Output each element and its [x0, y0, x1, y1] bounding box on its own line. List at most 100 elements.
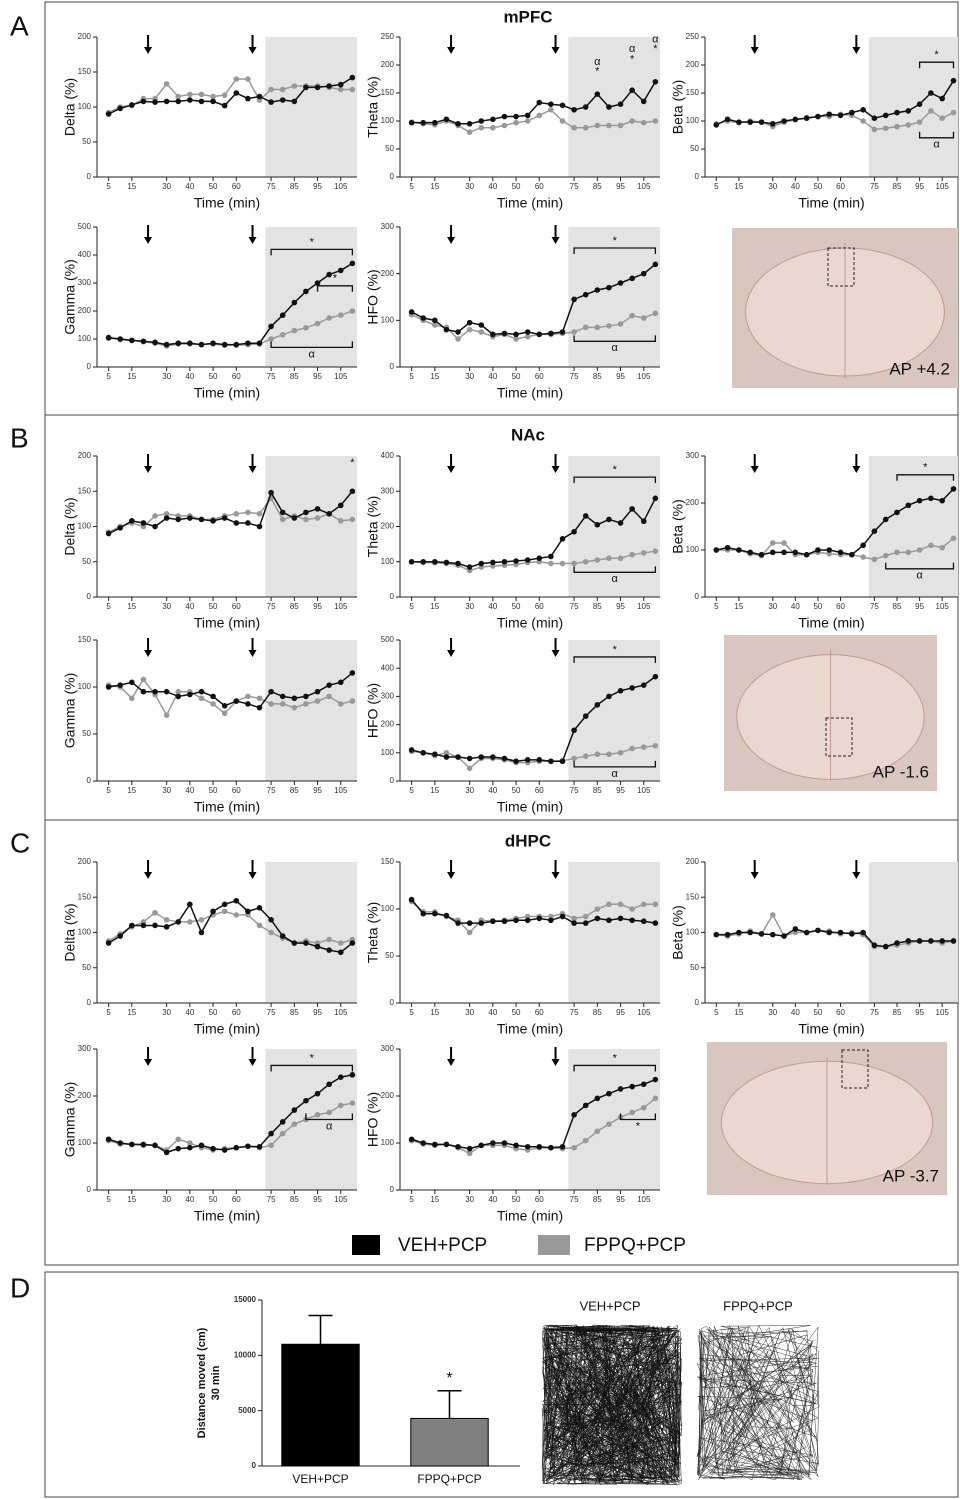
data-point — [478, 1142, 485, 1149]
y-tick-label: 200 — [78, 32, 92, 41]
data-point — [629, 685, 635, 691]
data-point — [314, 515, 321, 521]
data-point — [524, 757, 531, 763]
data-point — [882, 516, 889, 523]
x-tick-label: 30 — [465, 602, 474, 611]
data-point — [724, 116, 731, 123]
y-tick-label: 50 — [82, 729, 91, 738]
data-point — [640, 901, 647, 908]
y-axis-label: Delta (%) — [62, 78, 78, 136]
data-point — [420, 910, 427, 917]
x-axis-label: Time (min) — [497, 615, 563, 631]
data-point — [198, 929, 205, 936]
data-point — [559, 102, 566, 109]
x-tick-label: 85 — [290, 182, 299, 191]
y-tick-label: 50 — [690, 144, 699, 153]
x-tick-label: 105 — [334, 786, 348, 795]
x-tick-label: 60 — [232, 1008, 241, 1017]
data-point — [129, 679, 135, 686]
data-point — [443, 326, 450, 333]
data-point — [606, 284, 612, 291]
x-tick-label: 50 — [209, 786, 218, 795]
x-tick-label: 15 — [430, 786, 439, 795]
data-point — [758, 119, 765, 125]
y-tick-label: 200 — [78, 857, 92, 866]
series-line — [411, 900, 656, 934]
data-point — [548, 330, 554, 337]
data-point — [466, 1150, 473, 1157]
data-point — [455, 920, 461, 926]
data-point — [894, 549, 900, 556]
data-point — [129, 1141, 135, 1148]
data-point — [594, 1128, 601, 1135]
data-point — [905, 502, 912, 509]
data-point — [408, 747, 415, 753]
data-point — [501, 755, 508, 762]
x-axis-label: Time (min) — [497, 385, 563, 401]
data-point — [894, 940, 900, 946]
data-point — [314, 280, 321, 286]
data-point — [536, 99, 543, 106]
x-tick-label: FPPQ+PCP — [417, 1472, 481, 1486]
y-axis-label: Distance moved (cm) — [196, 1327, 208, 1438]
data-point — [536, 555, 543, 562]
data-point — [210, 1145, 216, 1152]
series-line — [411, 312, 656, 341]
data-point — [105, 684, 112, 690]
x-tick-label: 105 — [334, 602, 348, 611]
y-tick-label: 0 — [695, 172, 700, 181]
data-point — [582, 104, 589, 110]
shaded-period — [568, 640, 660, 781]
x-tick-label: 60 — [232, 786, 241, 795]
significance-label: * — [446, 1370, 452, 1387]
data-point — [871, 942, 878, 948]
y-tick-label: 0 — [390, 776, 395, 785]
series-line — [411, 263, 656, 336]
data-point — [268, 86, 274, 93]
x-tick-label: 40 — [185, 372, 194, 381]
data-point — [559, 118, 566, 124]
significance-label: α — [933, 139, 940, 151]
data-point — [905, 549, 912, 556]
data-point — [640, 550, 647, 556]
data-point — [640, 119, 647, 126]
data-point — [736, 547, 742, 553]
data-point — [513, 119, 519, 126]
bar — [281, 1343, 360, 1467]
data-point — [571, 727, 577, 734]
x-tick-label: 60 — [535, 786, 544, 795]
x-tick-label: 60 — [535, 1008, 544, 1017]
data-point — [349, 670, 356, 676]
x-tick-label: 95 — [915, 602, 924, 611]
data-point — [571, 107, 577, 113]
y-axis-label: HFO (%) — [365, 1092, 381, 1147]
data-point — [582, 1102, 589, 1109]
arrow-head — [447, 872, 456, 879]
data-point — [640, 744, 647, 750]
data-point — [582, 324, 589, 331]
y-tick-label: 150 — [78, 892, 92, 901]
x-tick-label: 105 — [637, 1195, 651, 1204]
x-tick-label: 85 — [290, 1195, 299, 1204]
arrow-head — [248, 872, 257, 879]
data-point — [455, 1143, 461, 1150]
x-tick-label: 30 — [768, 1008, 777, 1017]
x-tick-label: 15 — [430, 372, 439, 381]
y-tick-label: 150 — [78, 635, 92, 644]
significance-label: α — [326, 1120, 333, 1132]
data-point — [536, 112, 543, 119]
data-point — [905, 108, 912, 114]
data-point — [337, 1074, 344, 1080]
y-tick-label: 50 — [385, 951, 394, 960]
y-tick-label: 50 — [82, 963, 91, 972]
x-tick-label: 60 — [535, 1195, 544, 1204]
y-axis-label: Gamma (%) — [62, 673, 78, 748]
data-point — [117, 525, 124, 531]
data-point — [268, 688, 274, 695]
data-point — [187, 97, 193, 103]
data-point — [736, 929, 742, 936]
data-point — [233, 511, 240, 517]
data-point — [524, 917, 531, 924]
data-point — [769, 540, 776, 546]
data-point — [163, 341, 170, 348]
